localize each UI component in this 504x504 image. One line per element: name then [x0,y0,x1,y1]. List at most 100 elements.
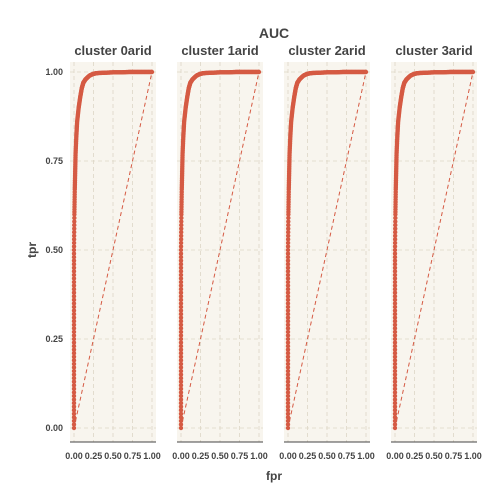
roc-point [179,219,184,224]
roc-point [178,233,184,238]
reference-diagonal [394,71,474,429]
roc-point [71,269,77,274]
roc-point [393,215,398,221]
roc-point [392,315,398,320]
roc-point [392,311,398,317]
roc-point [71,379,77,384]
roc-point [178,276,184,281]
roc-point [285,329,291,335]
roc-point [178,415,184,420]
roc-point [285,368,291,374]
roc-point [392,425,398,431]
roc-point [178,244,184,249]
roc-point [178,347,184,352]
roc-point [285,415,291,420]
roc-point [285,247,291,253]
roc-point [71,308,77,313]
roc-point [178,386,184,392]
roc-point [71,319,77,324]
roc-point [178,290,184,295]
roc-point [392,326,398,331]
roc-point [178,390,184,395]
roc-point [392,244,398,249]
roc-point [285,354,291,359]
x-tick-label: 0.00 [386,451,404,461]
roc-point [392,251,398,256]
roc-point [392,386,398,392]
roc-point [285,265,291,270]
roc-point [256,69,262,75]
roc-point [392,240,398,246]
roc-point [178,279,184,285]
x-tick-label: 0.00 [279,451,297,461]
roc-point [178,265,184,270]
roc-point [178,247,184,253]
roc-point [178,368,184,374]
roc-point [285,251,291,256]
roc-point [178,343,184,349]
roc-point [71,233,77,238]
facet-label: cluster 0arid [74,43,151,58]
roc-point [71,265,77,270]
roc-point [71,230,77,235]
roc-point [392,400,398,406]
roc-point [392,272,398,278]
roc-point [71,333,77,338]
roc-point [285,347,291,352]
roc-point [285,240,291,246]
roc-point [71,422,77,427]
roc-point [178,408,184,413]
facet-label: cluster 1arid [181,43,258,58]
reference-diagonal [180,71,260,429]
roc-point [178,230,184,235]
roc-point [178,393,184,399]
roc-point [285,301,291,306]
y-tick-label: 0.75 [45,156,63,166]
facet-panel: cluster 3arid 0.00 0.25 0.50 0.75 1.00 [386,43,482,461]
roc-point [392,276,398,281]
facet-label: cluster 2arid [288,43,365,58]
roc-point [178,333,184,338]
roc-point [71,393,77,399]
roc-point [392,237,398,242]
roc-point [71,343,77,349]
roc-point [71,311,77,317]
roc-point [392,375,398,381]
roc-point [178,383,184,388]
roc-point [286,219,291,224]
roc-point [392,279,398,285]
roc-point [178,294,184,299]
x-tick-label: 0.00 [65,451,83,461]
roc-point [392,415,398,420]
roc-point [71,304,77,310]
roc-point [178,372,184,377]
roc-point [285,408,291,413]
roc-point [392,290,398,295]
roc-point [71,354,77,359]
roc-point [285,262,291,267]
roc-point [178,251,184,256]
roc-point [178,400,184,406]
roc-point [71,415,77,420]
roc-point [285,322,291,327]
roc-point [392,397,398,402]
roc-point [285,351,291,356]
roc-point [392,233,398,238]
reference-diagonal [287,71,367,429]
y-tick-label: 0.50 [45,245,63,255]
roc-point [71,244,77,249]
roc-point [285,375,291,381]
roc-point [71,283,77,288]
roc-point [285,279,291,285]
roc-point [285,418,291,424]
roc-point [71,247,77,253]
roc-point [71,347,77,352]
roc-point [178,375,184,381]
roc-point [178,418,184,424]
x-tick-label: 0.25 [406,451,424,461]
roc-point [392,408,398,413]
roc-point [178,304,184,310]
x-tick-label: 0.25 [85,451,103,461]
roc-point [285,297,291,303]
roc-point [71,372,77,377]
